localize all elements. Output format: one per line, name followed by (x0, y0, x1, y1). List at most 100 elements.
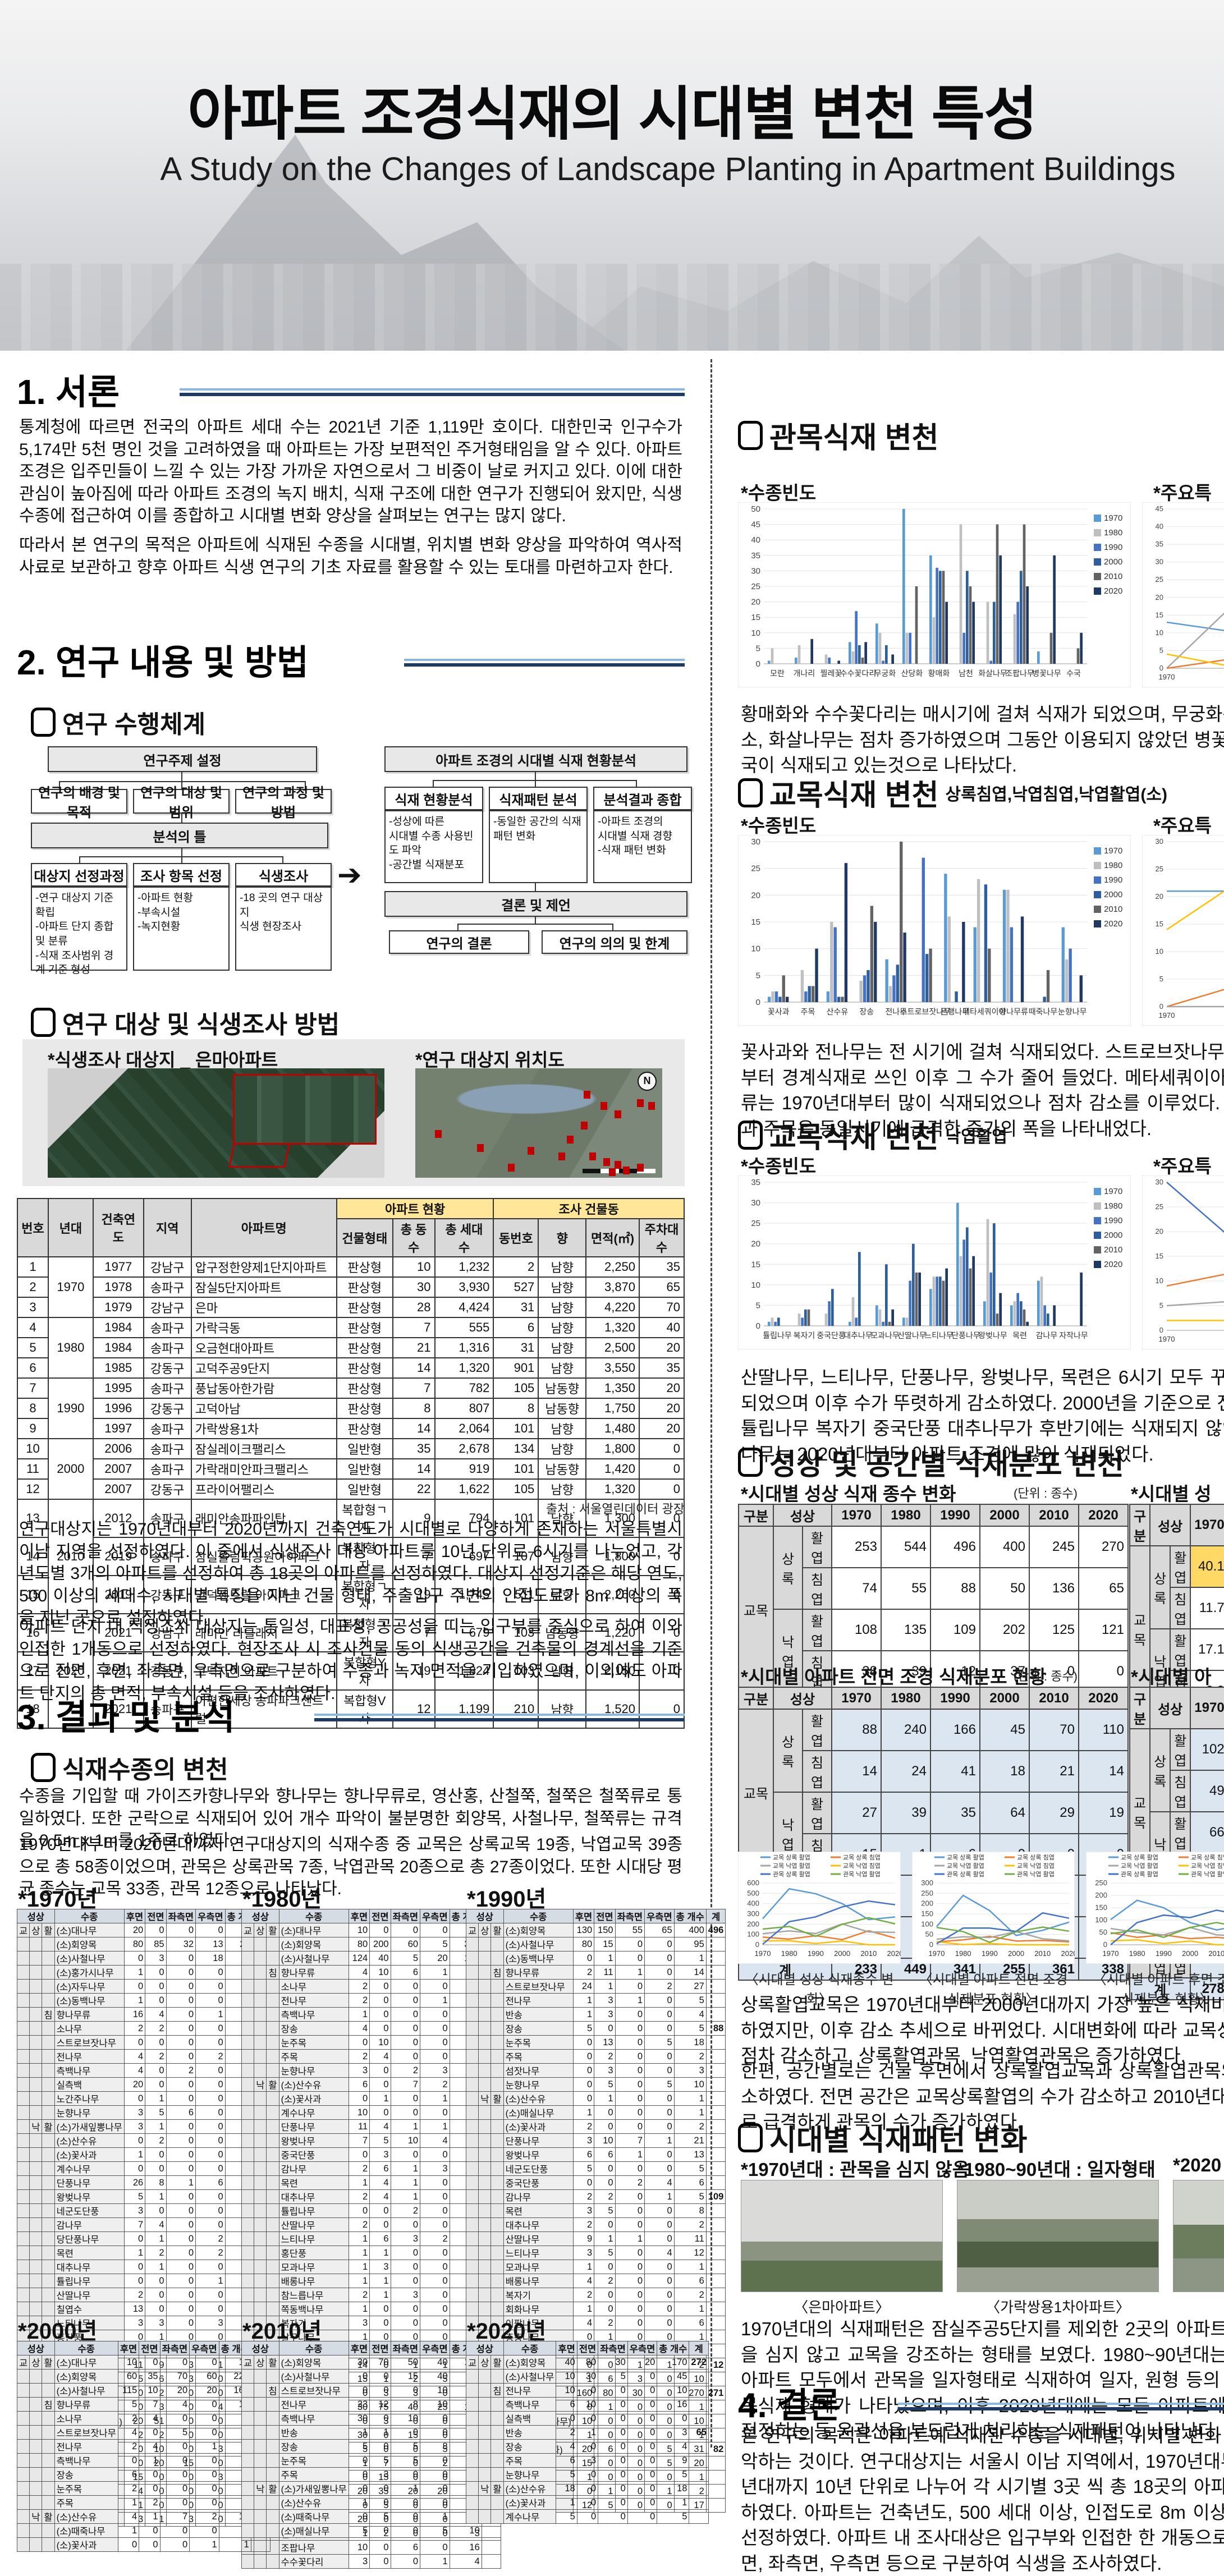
species-cell (254, 2330, 267, 2344)
trendA-caption: 〈시대별 성상 식재종수 변화〉 (745, 1972, 894, 2007)
species-name: (소)동백나무 (503, 1951, 574, 1966)
species-cell: 3 (348, 2063, 370, 2078)
species-cell: 낙 (254, 2481, 267, 2496)
species-col-header: 후면 (348, 1909, 370, 1923)
species-cell: 3 (594, 2007, 616, 2022)
species-row: 섬잣나무 0 3 0 0 3 (465, 2063, 726, 2078)
species-cell: 1 (615, 2231, 645, 2246)
species-cell: 5 (598, 2369, 628, 2384)
diagram-bottom-box: 조사 항목 선정 (133, 863, 230, 887)
species-cell: 4 (673, 2007, 707, 2022)
species-cell (29, 2231, 43, 2246)
species-cell: 1 (348, 2007, 370, 2022)
species-cell: 40 (420, 2369, 450, 2384)
species-cell (490, 1937, 504, 1951)
species-cell (478, 2147, 492, 2162)
species-cell: 0 (556, 2411, 577, 2426)
site-marker (615, 1110, 621, 1118)
species-cell (705, 2414, 726, 2428)
species-cell: 0 (195, 2288, 226, 2302)
species-row: (소)회양목80853213210253 (16, 1937, 277, 1951)
species-name: (소)대나무 (278, 1923, 349, 1937)
stat-year-header: 2000 (979, 1687, 1030, 1710)
species-cell: 교 (16, 1923, 30, 1937)
species-cell: 2 (139, 2495, 161, 2510)
species-cell: 0 (195, 2035, 226, 2050)
species-cell (16, 1965, 30, 1980)
apt-cell: 28 (392, 1297, 435, 1318)
species-cell (478, 2119, 492, 2134)
species-cell (42, 2105, 55, 2120)
species-cell: 1 (657, 2495, 690, 2510)
species-cell: 1 (420, 1993, 450, 2008)
species-cell: 11 (348, 2119, 370, 2134)
species-cell: 5 (644, 2035, 675, 2050)
species-cell (16, 1993, 30, 2008)
species-name: (소)꽃사과 (54, 2147, 125, 2162)
species-cell (254, 2091, 267, 2106)
stat-value: 0 (1078, 1650, 1129, 1693)
species-cell: 3 (348, 2554, 370, 2569)
svg-text:때죽나무: 때죽나무 (1029, 1007, 1058, 1016)
stat-value: 12 (930, 1650, 980, 1693)
site-marker (508, 1164, 515, 1172)
species-name: 주목 (278, 2467, 349, 2482)
species-cell: 0 (195, 2260, 226, 2274)
species-row: 튤립나무00011 (16, 2274, 277, 2288)
species-cell: 4 (420, 2133, 450, 2148)
species-name: 왕벚나무 (503, 2147, 574, 2162)
species-name: (소)매실나무 (503, 2105, 574, 2120)
species-cell (705, 1951, 726, 1966)
species-cell: 낙 (478, 2091, 492, 2106)
apt-cell: 70 (639, 1297, 685, 1318)
species-cell: 8 (420, 2439, 450, 2454)
species-cell: 30 (348, 2411, 370, 2426)
species-cell (490, 2161, 504, 2176)
species-cell: 0 (145, 2147, 167, 2162)
species-cell: 0 (348, 2453, 370, 2468)
apt-cell: 1,622 (434, 1478, 494, 1500)
species-cell: 0 (139, 2481, 161, 2496)
svg-text:관목 낙엽 활엽: 관목 낙엽 활엽 (843, 1870, 881, 1878)
species-cell: 활 (42, 2355, 55, 2370)
species-cell: 1 (195, 2274, 226, 2288)
species-name: 측백나무 (54, 2063, 125, 2078)
species-cell: 0 (166, 2091, 196, 2106)
species-cell: 1 (218, 2537, 251, 2552)
species-cell: 3 (576, 2453, 599, 2468)
species-cell (490, 1951, 504, 1966)
apt-cell: 2021 (92, 1613, 144, 1652)
species-cell: 0 (195, 2077, 226, 2092)
species-name: 느티나무 (503, 2246, 574, 2260)
apt-cell: 판상형 (336, 1337, 393, 1358)
species-row: 모과나무13004 (241, 2260, 502, 2274)
species-cell: 1 (572, 2007, 595, 2022)
species-cell: 60 (117, 2369, 140, 2384)
species-name: 향나무류 (54, 2007, 125, 2022)
apt-cell: 1,320 (585, 1478, 640, 1500)
species-name: 왕벚나무 (54, 2189, 125, 2204)
species-cell: 0 (420, 2260, 450, 2274)
results-paragraph-2: 1970년대부터 2020년대까지 연구대상지의 식재수종 중 교목은 상록교목… (19, 1835, 682, 1899)
svg-text:400: 400 (747, 1899, 759, 1908)
species-cell (266, 2119, 279, 2134)
species-cell (241, 2397, 255, 2412)
site-marker (589, 1152, 596, 1160)
species-cell (29, 2189, 43, 2204)
species-row: 측백나무40206 (16, 2063, 277, 2078)
species-cell: 침 (266, 1965, 279, 1980)
species-cell (490, 2189, 504, 2204)
distribution-caption-2: 한편, 공간별로는 건물 후면에서 상록활엽교목과 상록활엽관목의 수가 감소하… (741, 2060, 1224, 2133)
stat-year-header: 2020 (1078, 1687, 1129, 1710)
apt-cell: 1,824 (434, 1651, 494, 1691)
species-cell: 1 (390, 2481, 421, 2496)
svg-text:교목 낙엽 활엽: 교목 낙엽 활엽 (773, 1862, 810, 1870)
species-name: 측백나무 (54, 2453, 118, 2468)
species-cell: 5 (572, 2161, 595, 2176)
species-cell (478, 2397, 492, 2412)
species-cell: 0 (117, 2537, 140, 2552)
species-cell (29, 2260, 43, 2274)
species-cell: 0 (420, 2105, 450, 2120)
species-col-header: 우측면 (644, 1909, 675, 1923)
